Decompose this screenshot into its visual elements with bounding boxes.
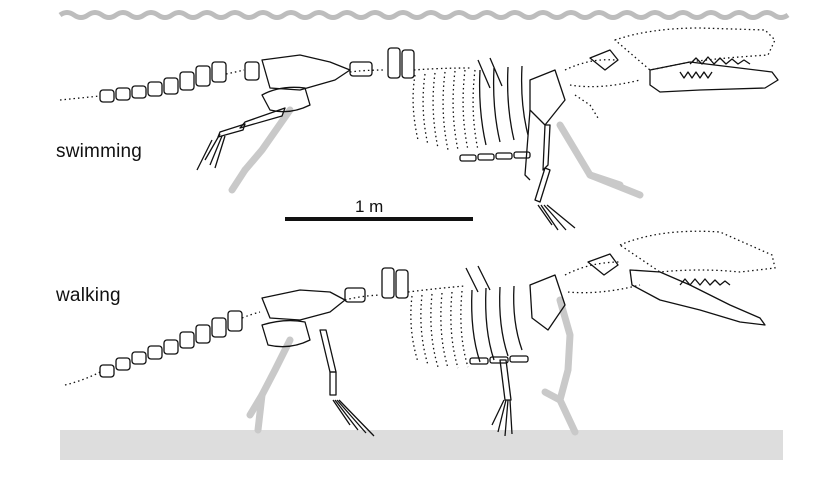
- walking-ribs-solid: [465, 265, 523, 363]
- swimming-forelimb: [524, 69, 576, 231]
- walking-neck: [564, 261, 641, 294]
- swimming-caudal-vertebrae: [99, 61, 227, 103]
- walking-ribcage: [410, 290, 469, 369]
- swimming-tail-dots: [59, 95, 101, 101]
- walking-sternum: [469, 355, 529, 365]
- scale-bar-label: 1 m: [355, 197, 384, 216]
- ground-strip: [60, 430, 783, 460]
- walking-forelimb: [491, 274, 566, 437]
- swimming-skull: [614, 27, 779, 93]
- walking-label: walking: [56, 285, 121, 306]
- swimming-ghost-limbs: [228, 106, 644, 199]
- walking-lumbar-vertebrae: [381, 267, 409, 299]
- swimming-neck: [564, 59, 641, 119]
- swimming-hindlimb: [196, 107, 286, 171]
- swimming-pelvis: [261, 54, 351, 113]
- walking-skull: [619, 230, 776, 326]
- swimming-sternum: [459, 151, 531, 162]
- swimming-ribcage: [412, 69, 479, 151]
- swimming-label: swimming: [56, 141, 143, 162]
- walking-hindlimb: [319, 329, 375, 437]
- water-surface-line: [58, 10, 790, 20]
- swimming-skeleton: [59, 27, 779, 231]
- walking-skeleton: [64, 230, 776, 437]
- walking-pelvis: [261, 289, 346, 348]
- swimming-ribs-solid: [477, 57, 529, 146]
- walking-caudal-vertebrae: [99, 310, 243, 378]
- walking-ghost-limbs: [246, 296, 579, 436]
- swimming-lumbar-vertebrae: [387, 47, 415, 79]
